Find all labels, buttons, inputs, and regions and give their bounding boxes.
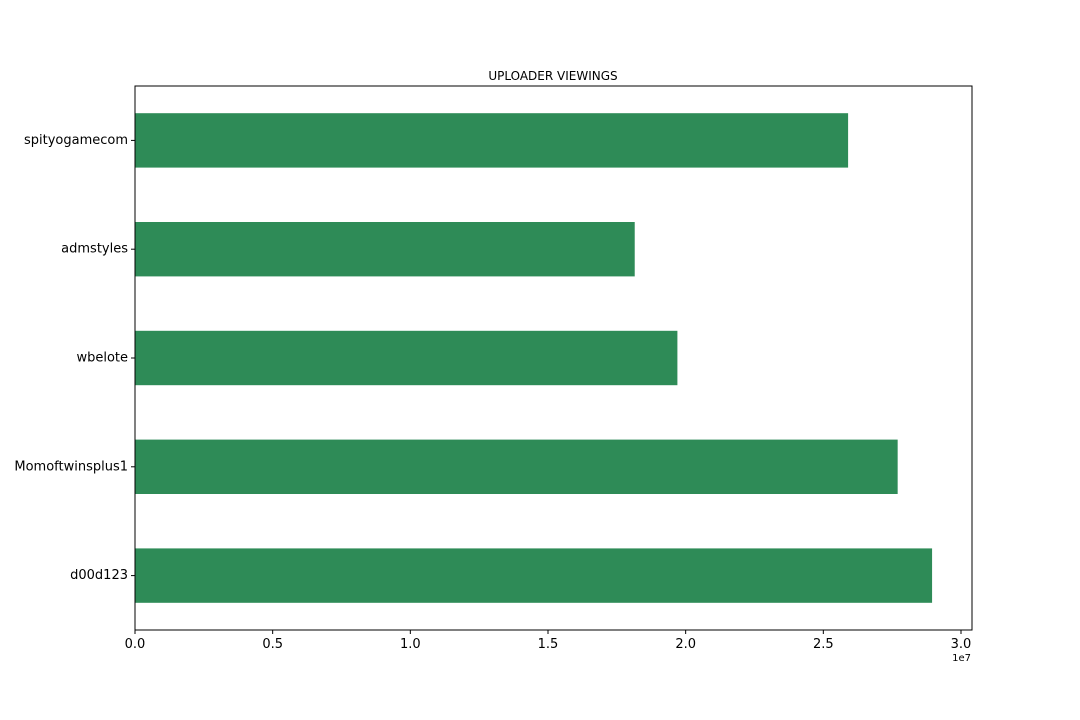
x-axis-offset-label: 1e7	[952, 653, 971, 664]
y-tick-label: Momoftwinsplus1	[14, 459, 128, 474]
y-tick-label: wbelote	[76, 351, 128, 366]
x-tick-label: 2.0	[675, 637, 696, 652]
bars-group	[135, 113, 933, 603]
bar-Momoftwinsplus1	[135, 439, 898, 494]
bar-wbelote	[135, 330, 678, 386]
x-tick-label: 2.5	[813, 637, 834, 652]
y-tick-label: d00d123	[70, 568, 128, 583]
y-tick-label: spityogamecom	[24, 133, 128, 148]
y-axis: spityogamecom admstyles wbelote Momoftwinsp…	[14, 133, 135, 583]
x-tick-label: 1.5	[538, 637, 559, 652]
chart-title: UPLOADER VIEWINGS	[488, 69, 617, 83]
bar-admstyles	[135, 222, 635, 277]
x-axis: 0.0 0.5 1.0 1.5 2.0 2.5 3.0	[125, 630, 972, 652]
x-tick-label: 1.0	[400, 637, 421, 652]
bar-spityogamecom	[135, 113, 849, 168]
bar-d00d123	[135, 548, 933, 603]
x-tick-label: 3.0	[951, 637, 972, 652]
x-tick-label: 0.5	[262, 637, 283, 652]
x-tick-label: 0.0	[125, 637, 146, 652]
y-tick-label: admstyles	[61, 242, 128, 257]
